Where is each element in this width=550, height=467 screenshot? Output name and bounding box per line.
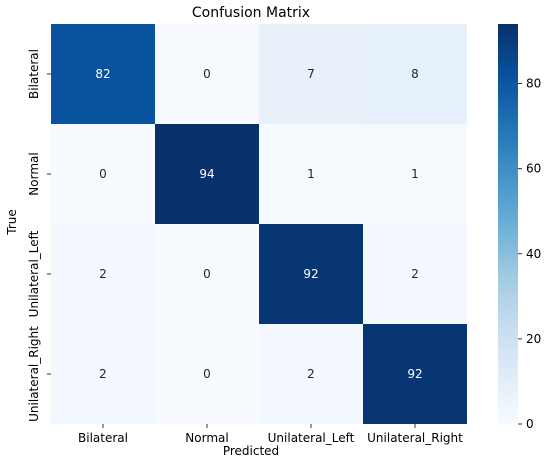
cell-value-r3-c1: 0 — [203, 367, 211, 381]
heatmap-cell-r2-c1 — [155, 224, 259, 324]
cell-value-r2-c0: 2 — [99, 267, 107, 281]
colorbar-tick-label: 20 — [526, 332, 541, 346]
heatmap-cell-r3-c2 — [259, 324, 363, 424]
cell-value-r0-c2: 7 — [307, 67, 315, 81]
chart-title: Confusion Matrix — [192, 5, 310, 21]
y-tick-label: Unilateral_Right — [27, 326, 41, 422]
heatmap-cell-r3-c1 — [155, 324, 259, 424]
y-tick-label: Unilateral_Left — [27, 230, 41, 317]
colorbar-tick-label: 0 — [526, 417, 534, 431]
y-axis-ticks: Bilateral Normal Unilateral_Left Unilateral… — [27, 49, 51, 422]
heatmap-cell-r0-c0 — [51, 24, 155, 124]
x-axis-ticks: Bilateral Normal Unilateral_Left Unilateral… — [78, 424, 463, 445]
cell-value-r0-c3: 8 — [411, 67, 419, 81]
x-tick-label: Unilateral_Left — [268, 431, 355, 445]
x-tick-label: Bilateral — [78, 431, 128, 445]
cell-value-r1-c1: 94 — [199, 167, 214, 181]
cell-value-r0-c0: 82 — [95, 67, 110, 81]
x-tick-label: Unilateral_Right — [367, 431, 463, 445]
heatmap-cell-r3-c3 — [363, 324, 467, 424]
cell-value-r1-c0: 0 — [99, 167, 107, 181]
heatmap-cells — [51, 24, 467, 424]
heatmap-cell-r0-c3 — [363, 24, 467, 124]
y-axis-label: True — [5, 209, 19, 236]
heatmap-cell-r1-c1 — [155, 124, 259, 224]
heatmap-cell-r1-c3 — [363, 124, 467, 224]
x-tick-label: Normal — [185, 431, 228, 445]
cell-value-r1-c3: 1 — [411, 167, 419, 181]
y-tick-label: Bilateral — [27, 49, 41, 99]
colorbar-tick-label: 40 — [526, 247, 541, 261]
heatmap-cell-r2-c3 — [363, 224, 467, 324]
x-axis-label: Predicted — [223, 444, 279, 458]
heatmap-cell-r0-c2 — [259, 24, 363, 124]
colorbar-ticks: 0 20 40 60 80 — [518, 77, 541, 431]
heatmap-cell-r2-c0 — [51, 224, 155, 324]
heatmap-cell-r1-c0 — [51, 124, 155, 224]
heatmap-cell-r2-c2 — [259, 224, 363, 324]
cell-value-r0-c1: 0 — [203, 67, 211, 81]
cell-annotations: 82 0 7 8 0 94 1 1 2 0 92 2 2 0 2 92 — [95, 67, 422, 381]
cell-value-r3-c3: 92 — [407, 367, 422, 381]
y-tick-label: Normal — [27, 152, 41, 195]
cell-value-r2-c1: 0 — [203, 267, 211, 281]
heatmap-cell-r3-c0 — [51, 324, 155, 424]
colorbar-tick-label: 80 — [526, 77, 541, 91]
cell-value-r2-c3: 2 — [411, 267, 419, 281]
colorbar-tick-label: 60 — [526, 162, 541, 176]
cell-value-r3-c0: 2 — [99, 367, 107, 381]
heatmap-cell-r1-c2 — [259, 124, 363, 224]
cell-value-r2-c2: 92 — [303, 267, 318, 281]
heatmap-cell-r0-c1 — [155, 24, 259, 124]
cell-value-r1-c2: 1 — [307, 167, 315, 181]
cell-value-r3-c2: 2 — [307, 367, 315, 381]
colorbar — [498, 24, 518, 424]
